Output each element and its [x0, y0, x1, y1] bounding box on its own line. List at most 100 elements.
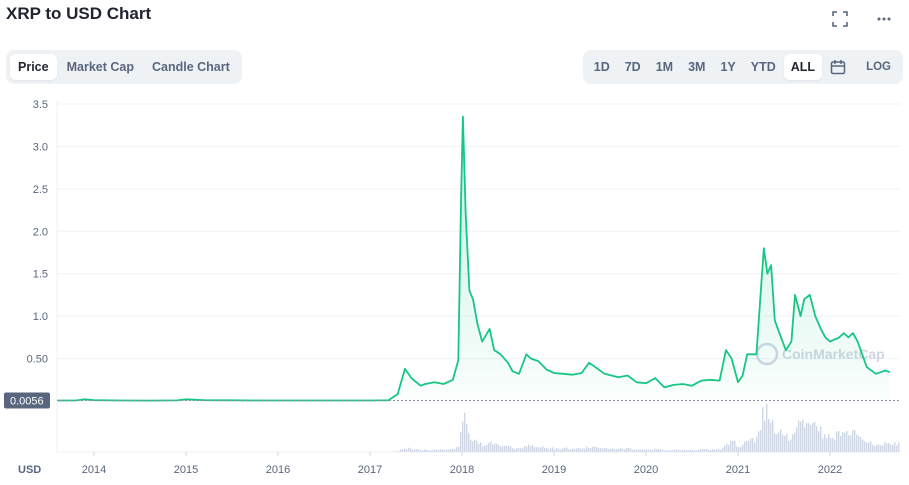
range-all[interactable]: ALL — [783, 54, 823, 80]
time-range-tabs: 1D 7D 1M 3M 1Y YTD ALL LOG — [582, 50, 903, 84]
volume-bar — [630, 448, 632, 452]
volume-bar — [866, 442, 868, 452]
range-1m[interactable]: 1M — [655, 60, 674, 74]
volume-bar — [696, 450, 698, 452]
volume-bar — [854, 429, 856, 452]
x-tick-label: 2018 — [450, 464, 474, 476]
x-tick-label: 2019 — [542, 464, 566, 476]
volume-bar — [886, 443, 888, 452]
range-1y[interactable]: 1Y — [720, 60, 736, 74]
volume-bar — [850, 435, 852, 452]
volume-bar — [730, 440, 732, 452]
range-1d[interactable]: 1D — [593, 60, 610, 74]
volume-bar — [540, 447, 542, 452]
volume-bar — [802, 419, 804, 452]
volume-bar — [586, 446, 588, 452]
volume-bar — [798, 420, 800, 452]
volume-bar — [620, 448, 622, 452]
volume-bar — [622, 448, 624, 452]
volume-bar — [806, 423, 808, 452]
volume-bar — [824, 434, 826, 452]
volume-bar — [672, 450, 674, 452]
calendar-icon[interactable] — [823, 54, 853, 80]
volume-bar — [444, 450, 446, 452]
volume-bar — [502, 446, 504, 452]
volume-bar — [596, 446, 598, 452]
volume-bar — [638, 449, 640, 452]
volume-bar — [748, 440, 750, 452]
volume-bar — [704, 449, 706, 452]
volume-bar — [874, 445, 876, 452]
volume-bar — [890, 444, 892, 452]
volume-bar — [490, 441, 492, 452]
volume-bar — [892, 444, 894, 452]
volume-bar — [720, 449, 722, 452]
volume-bar — [634, 449, 636, 452]
log-scale-toggle[interactable]: LOG — [866, 61, 891, 73]
volume-bar — [528, 444, 530, 452]
tab-market-cap[interactable]: Market Cap — [66, 60, 134, 74]
volume-bar — [604, 448, 606, 452]
y-tick-label: 0.50 — [27, 354, 48, 366]
y-tick-label: 2.5 — [33, 184, 48, 196]
volume-bar — [504, 445, 506, 452]
range-ytd[interactable]: YTD — [750, 60, 776, 74]
volume-bar — [496, 443, 498, 452]
volume-bar — [668, 450, 670, 452]
more-icon[interactable] — [873, 8, 895, 30]
volume-bar — [750, 438, 752, 452]
reference-price-label: 0.0056 — [10, 396, 44, 408]
volume-bar — [482, 446, 484, 452]
range-3m[interactable]: 3M — [688, 60, 706, 74]
volume-bar — [410, 448, 412, 452]
x-tick-label: 2022 — [818, 464, 842, 476]
volume-bar — [442, 449, 444, 452]
volume-bar — [852, 430, 854, 452]
volume-bar — [678, 449, 680, 452]
tab-price[interactable]: Price — [10, 54, 57, 80]
y-tick-label: 3.5 — [33, 99, 48, 111]
volume-bar — [880, 445, 882, 452]
volume-bar — [500, 446, 502, 452]
volume-bar — [648, 449, 650, 452]
volume-bar — [532, 445, 534, 452]
price-chart[interactable]: CoinMarketCap 0.0056 3.53.02.52.01.51.00… — [0, 92, 909, 485]
volume-bar — [862, 439, 864, 452]
volume-bar — [888, 442, 890, 452]
volume-bar — [872, 444, 874, 452]
volume-bar — [788, 441, 790, 452]
volume-bar — [484, 445, 486, 452]
volume-bar — [736, 446, 738, 452]
volume-bar — [814, 421, 816, 452]
volume-bar — [584, 448, 586, 452]
volume-bar — [600, 447, 602, 452]
volume-bar — [522, 447, 524, 452]
volume-bar — [776, 434, 778, 452]
volume-bar — [514, 449, 516, 452]
volume-bar — [712, 448, 714, 452]
volume-bar — [582, 448, 584, 452]
volume-bar — [478, 443, 480, 452]
volume-bar — [536, 447, 538, 452]
volume-bar — [418, 449, 420, 452]
volume-bar — [858, 436, 860, 452]
volume-bar — [456, 447, 458, 452]
volume-bar — [882, 445, 884, 452]
volume-bar — [772, 419, 774, 452]
volume-bar — [878, 444, 880, 452]
chart-type-tabs: Price Market Cap Candle Chart — [6, 50, 242, 84]
range-7d[interactable]: 7D — [624, 60, 641, 74]
fullscreen-icon[interactable] — [829, 8, 851, 30]
y-tick-label: 1.5 — [33, 269, 48, 281]
price-line — [57, 115, 891, 402]
volume-bar — [664, 450, 666, 452]
volume-bar — [684, 450, 686, 452]
volume-bar — [576, 448, 578, 452]
tab-candle-chart[interactable]: Candle Chart — [151, 60, 230, 74]
volume-bar — [524, 446, 526, 452]
volume-bar — [836, 431, 838, 452]
volume-bar — [646, 449, 648, 452]
volume-bar — [578, 447, 580, 452]
volume-bar — [660, 449, 662, 452]
volume-bar — [422, 450, 424, 452]
